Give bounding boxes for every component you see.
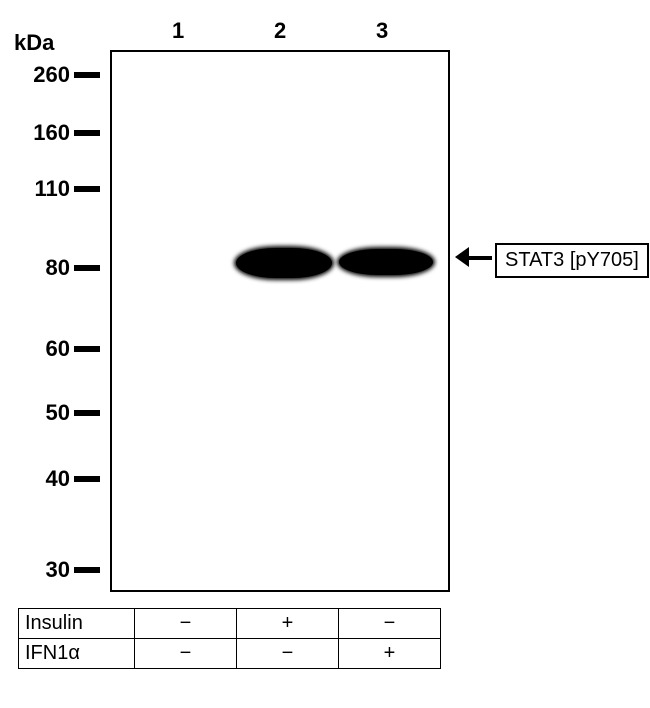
mw-tick [74,476,100,482]
lane-label: 3 [376,18,388,44]
lane-label: 2 [274,18,286,44]
treatment-row: IFN1α−−+ [19,639,441,669]
treatment-row-label: IFN1α [19,639,135,669]
mw-marker-label: 50 [46,400,70,426]
mw-marker-label: 260 [33,62,70,88]
figure-container: { "figure": { "type": "western-blot", "w… [0,0,650,708]
mw-tick [74,186,100,192]
mw-tick [74,410,100,416]
mw-marker-label: 80 [46,255,70,281]
treatment-cell: + [339,639,441,669]
blot-band [339,249,433,275]
arrow-head-icon [455,247,469,267]
treatment-cell: + [237,609,339,639]
mw-marker-label: 30 [46,557,70,583]
axis-unit-label: kDa [14,30,54,56]
mw-marker-label: 160 [33,120,70,146]
treatment-row: Insulin−+− [19,609,441,639]
mw-marker-label: 60 [46,336,70,362]
target-label-text: STAT3 [pY705] [505,249,639,271]
treatment-cell: − [135,609,237,639]
blot-frame [110,50,450,592]
mw-tick [74,130,100,136]
target-label-box: STAT3 [pY705] [495,243,649,278]
blot-band [236,248,332,278]
lane-label: 1 [172,18,184,44]
mw-tick [74,346,100,352]
mw-tick [74,567,100,573]
treatment-row-label: Insulin [19,609,135,639]
mw-tick [74,72,100,78]
treatment-cell: − [135,639,237,669]
treatment-table: Insulin−+−IFN1α−−+ [18,608,441,669]
arrow-line [467,256,492,260]
treatment-cell: − [237,639,339,669]
mw-tick [74,265,100,271]
treatment-cell: − [339,609,441,639]
mw-marker-label: 40 [46,466,70,492]
mw-marker-label: 110 [35,176,71,202]
